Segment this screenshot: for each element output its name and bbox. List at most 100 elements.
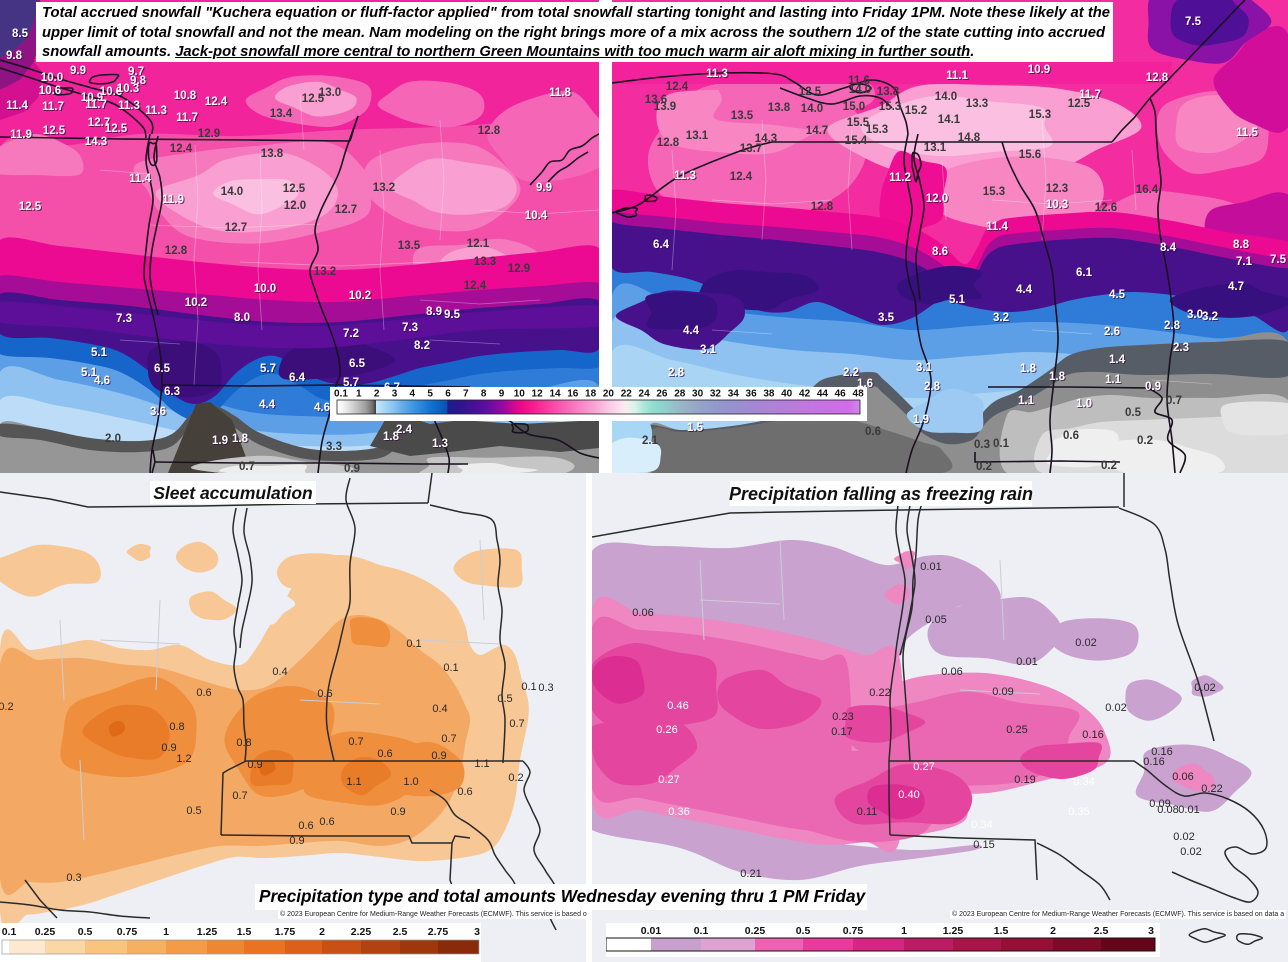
svg-text:2.3: 2.3 <box>1173 342 1189 354</box>
svg-text:11.4: 11.4 <box>129 173 151 185</box>
svg-text:8.8: 8.8 <box>1233 239 1250 251</box>
svg-text:3.2: 3.2 <box>1203 312 1219 324</box>
svg-text:2: 2 <box>1050 925 1056 937</box>
svg-text:5.1: 5.1 <box>82 368 99 380</box>
svg-text:9.5: 9.5 <box>445 310 462 322</box>
svg-text:0.11: 0.11 <box>857 806 878 818</box>
svg-text:1.1: 1.1 <box>346 776 361 788</box>
svg-text:3.6: 3.6 <box>151 407 167 419</box>
svg-text:2: 2 <box>319 926 325 938</box>
svg-text:11.2: 11.2 <box>889 172 911 184</box>
svg-text:0.8: 0.8 <box>169 721 184 733</box>
svg-text:1.8: 1.8 <box>1050 372 1067 384</box>
svg-text:12.5: 12.5 <box>105 123 128 135</box>
svg-text:13.2: 13.2 <box>314 266 336 278</box>
svg-text:10.3: 10.3 <box>1047 200 1069 212</box>
svg-text:0.8: 0.8 <box>236 737 251 749</box>
svg-text:11.3: 11.3 <box>146 106 168 118</box>
svg-text:4.4: 4.4 <box>684 326 701 338</box>
svg-text:0.6: 0.6 <box>319 816 334 828</box>
svg-text:0.02: 0.02 <box>1194 682 1215 694</box>
svg-text:0.15: 0.15 <box>973 839 994 851</box>
svg-text:0.5: 0.5 <box>497 693 512 705</box>
svg-text:12.7: 12.7 <box>335 204 357 216</box>
svg-text:14.8: 14.8 <box>958 132 981 144</box>
svg-text:4.7: 4.7 <box>1228 281 1244 293</box>
svg-text:8.6: 8.6 <box>933 247 949 259</box>
svg-text:12.4: 12.4 <box>206 97 229 109</box>
svg-text:0.26: 0.26 <box>656 724 677 736</box>
svg-text:15.3: 15.3 <box>879 101 901 113</box>
svg-text:15.6: 15.6 <box>1019 149 1041 161</box>
svg-text:2.8: 2.8 <box>668 367 685 379</box>
svg-text:0.02: 0.02 <box>1075 637 1096 649</box>
svg-text:24: 24 <box>639 389 651 400</box>
svg-text:26: 26 <box>656 389 668 400</box>
svg-text:5.1: 5.1 <box>92 348 109 360</box>
svg-text:28: 28 <box>674 389 686 400</box>
svg-text:2.0: 2.0 <box>105 433 121 445</box>
svg-text:3.2: 3.2 <box>994 313 1010 325</box>
svg-text:9.9: 9.9 <box>71 66 87 78</box>
svg-text:2.8: 2.8 <box>669 368 686 380</box>
svg-text:15.0: 15.0 <box>843 101 865 113</box>
svg-text:1.5: 1.5 <box>688 423 705 435</box>
svg-text:0.09: 0.09 <box>992 686 1013 698</box>
svg-text:13.8: 13.8 <box>261 148 284 160</box>
svg-text:6.5: 6.5 <box>154 363 171 375</box>
svg-text:2.2: 2.2 <box>843 367 859 379</box>
svg-text:12.8: 12.8 <box>165 245 188 257</box>
svg-text:0.6: 0.6 <box>1063 430 1079 442</box>
svg-text:2.6: 2.6 <box>1105 327 1121 339</box>
svg-text:15.5: 15.5 <box>847 117 870 129</box>
svg-text:9.8: 9.8 <box>131 76 148 88</box>
svg-text:0.7: 0.7 <box>239 461 255 473</box>
svg-text:3.1: 3.1 <box>916 362 933 374</box>
svg-text:36: 36 <box>746 389 758 400</box>
svg-text:1.0: 1.0 <box>1076 398 1092 410</box>
svg-text:2.8: 2.8 <box>1164 320 1181 332</box>
svg-text:6.4: 6.4 <box>653 239 670 251</box>
svg-text:0.01: 0.01 <box>1178 804 1199 816</box>
svg-text:0.9: 0.9 <box>247 759 262 771</box>
svg-text:1.5: 1.5 <box>994 925 1009 937</box>
svg-text:2.5: 2.5 <box>393 926 408 938</box>
svg-text:32: 32 <box>710 389 722 400</box>
svg-text:10.9: 10.9 <box>1029 65 1051 77</box>
svg-text:0.75: 0.75 <box>117 926 138 938</box>
svg-text:0.27: 0.27 <box>658 774 679 786</box>
svg-text:5.7: 5.7 <box>343 377 359 389</box>
svg-text:12.5: 12.5 <box>302 93 325 105</box>
svg-text:12.0: 12.0 <box>927 194 949 206</box>
svg-text:20: 20 <box>603 389 615 400</box>
svg-text:0.17: 0.17 <box>831 726 852 738</box>
svg-text:3.2: 3.2 <box>993 312 1009 324</box>
svg-text:6.5: 6.5 <box>155 364 172 376</box>
svg-text:0.4: 0.4 <box>432 703 447 715</box>
svg-text:4.4: 4.4 <box>1017 285 1034 297</box>
svg-text:0.9: 0.9 <box>289 835 304 847</box>
svg-text:0.16: 0.16 <box>1082 729 1103 741</box>
svg-text:0.25: 0.25 <box>1006 724 1027 736</box>
svg-text:6.5: 6.5 <box>349 358 366 370</box>
svg-text:5.1: 5.1 <box>949 294 966 306</box>
svg-text:0.06: 0.06 <box>632 607 653 619</box>
svg-text:0.36: 0.36 <box>668 806 689 818</box>
svg-text:9.8: 9.8 <box>6 50 23 62</box>
svg-text:13.4: 13.4 <box>270 108 293 120</box>
svg-text:1.8: 1.8 <box>1049 371 1066 383</box>
svg-text:12.0: 12.0 <box>284 200 306 212</box>
svg-text:10.0: 10.0 <box>41 72 63 84</box>
svg-text:0.6: 0.6 <box>317 688 332 700</box>
svg-text:11.7: 11.7 <box>42 101 64 113</box>
svg-text:8.4: 8.4 <box>1161 243 1178 255</box>
svg-text:2.75: 2.75 <box>428 926 449 938</box>
svg-text:13.5: 13.5 <box>731 110 754 122</box>
svg-text:4.6: 4.6 <box>95 376 111 388</box>
svg-text:0.01: 0.01 <box>641 925 662 937</box>
svg-text:14: 14 <box>549 389 561 400</box>
svg-text:0.3: 0.3 <box>974 439 990 451</box>
svg-text:12.8: 12.8 <box>1147 73 1170 85</box>
svg-text:12.5: 12.5 <box>19 201 42 213</box>
svg-text:12.5: 12.5 <box>106 124 129 136</box>
